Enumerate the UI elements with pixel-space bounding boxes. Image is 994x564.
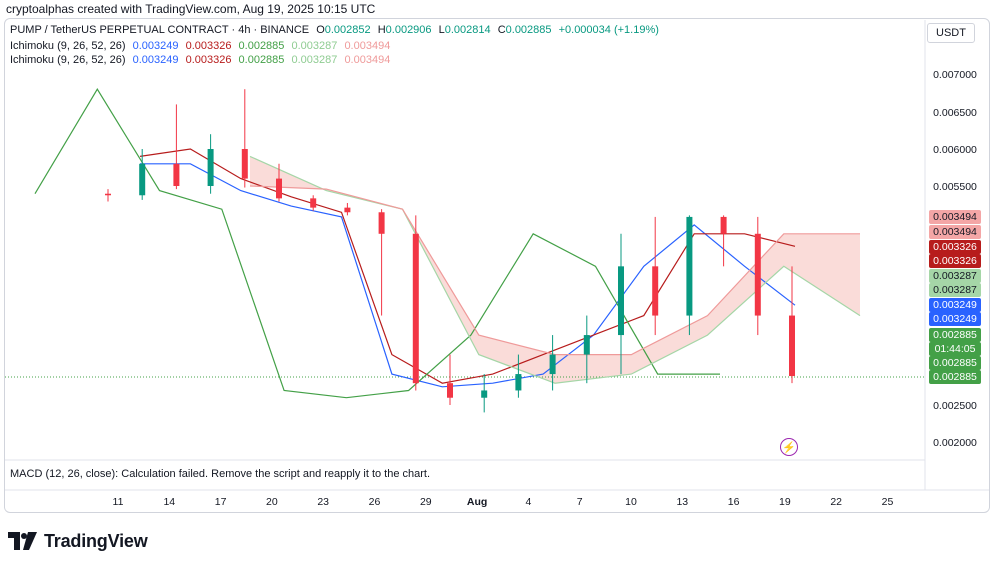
top-caption: cryptoalphas created with TradingView.co… — [6, 2, 376, 16]
y-tick-label: 0.007000 — [933, 69, 977, 81]
low-value: L0.002814 — [438, 24, 491, 36]
high-value: H0.002906 — [377, 24, 432, 36]
tradingview-logo[interactable]: TradingView — [8, 530, 148, 552]
x-tick-label: Aug — [467, 496, 487, 508]
candle-body — [447, 383, 453, 398]
x-tick-label: 26 — [369, 496, 381, 508]
candle-body — [344, 207, 351, 213]
change-value: +0.000034 (+1.19%) — [558, 24, 659, 36]
x-tick-label: 14 — [163, 496, 175, 508]
y-tick-label: 0.002000 — [933, 437, 977, 449]
currency-selector[interactable]: USDT — [927, 23, 975, 43]
ichimoku-value: 0.003287 — [291, 54, 338, 66]
candle-body — [412, 233, 419, 384]
ichimoku-value: 0.002885 — [238, 54, 285, 66]
ichimoku-label: Ichimoku (9, 26, 52, 26) — [10, 40, 126, 52]
close-value: C0.002885 — [497, 24, 552, 36]
ichimoku-value: 0.002885 — [238, 40, 285, 52]
price-tag: 0.003287 — [929, 283, 981, 297]
candle-body — [754, 233, 761, 316]
y-tick-label: 0.006500 — [933, 107, 977, 119]
ichimoku-legend-1[interactable]: Ichimoku (9, 26, 52, 26) 0.003249 0.0033… — [10, 40, 394, 52]
tradingview-logo-icon — [8, 532, 37, 550]
ichimoku-value: 0.003494 — [344, 40, 391, 52]
x-tick-label: 19 — [779, 496, 791, 508]
symbol-title: PUMP / TetherUS PERPETUAL CONTRACT · 4h … — [10, 24, 310, 36]
y-tick-label: 0.006000 — [933, 144, 977, 156]
x-tick-label: 10 — [625, 496, 637, 508]
candle-body — [173, 163, 180, 186]
x-tick-label: 17 — [215, 496, 227, 508]
x-tick-label: 13 — [676, 496, 688, 508]
candle-body — [583, 335, 590, 355]
x-tick-label: 23 — [317, 496, 329, 508]
price-tag: 0.003287 — [929, 269, 981, 283]
ichimoku-legend-2[interactable]: Ichimoku (9, 26, 52, 26) 0.003249 0.0033… — [10, 54, 394, 66]
price-tag: 0.002885 — [929, 328, 981, 342]
candle-body — [207, 149, 214, 186]
price-tag: 0.002885 — [929, 370, 981, 384]
candle-body — [139, 163, 146, 196]
price-tag: 0.003249 — [929, 312, 981, 326]
x-tick-label: 20 — [266, 496, 278, 508]
x-tick-label: 4 — [525, 496, 531, 508]
macd-error-note: MACD (12, 26, close): Calculation failed… — [10, 468, 431, 480]
candle-body — [378, 212, 385, 234]
candle-body — [241, 149, 248, 179]
ichimoku-value: 0.003326 — [185, 40, 232, 52]
series-line-tenkan — [140, 163, 796, 388]
candle-body — [789, 315, 795, 377]
price-tag: 0.003326 — [929, 254, 981, 268]
kumo-cloud — [250, 156, 860, 384]
candle-body — [276, 178, 282, 199]
price-tag: 0.003249 — [929, 298, 981, 312]
candle-body — [105, 193, 111, 196]
x-tick-label: 7 — [577, 496, 583, 508]
ichimoku-label: Ichimoku (9, 26, 52, 26) — [10, 54, 126, 66]
price-tag: 0.003494 — [929, 225, 981, 239]
ichimoku-value: 0.003249 — [132, 40, 179, 52]
candle-body — [652, 266, 659, 316]
price-tag: 0.003326 — [929, 240, 981, 254]
series-line-lagging — [34, 88, 720, 399]
x-tick-label: 25 — [882, 496, 894, 508]
series-line-kijun — [139, 148, 796, 384]
price-tag: 01:44:05 — [929, 342, 981, 356]
candle-body — [481, 390, 488, 398]
candle-body — [618, 266, 624, 336]
candle-body — [720, 216, 727, 234]
candle-body — [686, 216, 693, 316]
x-tick-label: 22 — [830, 496, 842, 508]
y-tick-label: 0.005500 — [933, 181, 977, 193]
ichimoku-value: 0.003326 — [185, 54, 232, 66]
symbol-legend[interactable]: PUMP / TetherUS PERPETUAL CONTRACT · 4h … — [10, 24, 663, 36]
open-value: O0.002852 — [316, 24, 371, 36]
x-tick-label: 11 — [113, 496, 124, 508]
candle-body — [549, 354, 556, 375]
ichimoku-value: 0.003249 — [132, 54, 179, 66]
candle-body — [310, 198, 317, 208]
ichimoku-value: 0.003494 — [344, 54, 391, 66]
brand-name: TradingView — [44, 530, 148, 551]
candle-body — [515, 374, 522, 391]
x-tick-label: 29 — [420, 496, 432, 508]
ichimoku-value: 0.003287 — [291, 40, 338, 52]
x-tick-label: 16 — [728, 496, 740, 508]
y-tick-label: 0.002500 — [933, 400, 977, 412]
lightning-icon[interactable]: ⚡ — [780, 438, 798, 456]
price-tag: 0.002885 — [929, 356, 981, 370]
price-tag: 0.003494 — [929, 210, 981, 224]
